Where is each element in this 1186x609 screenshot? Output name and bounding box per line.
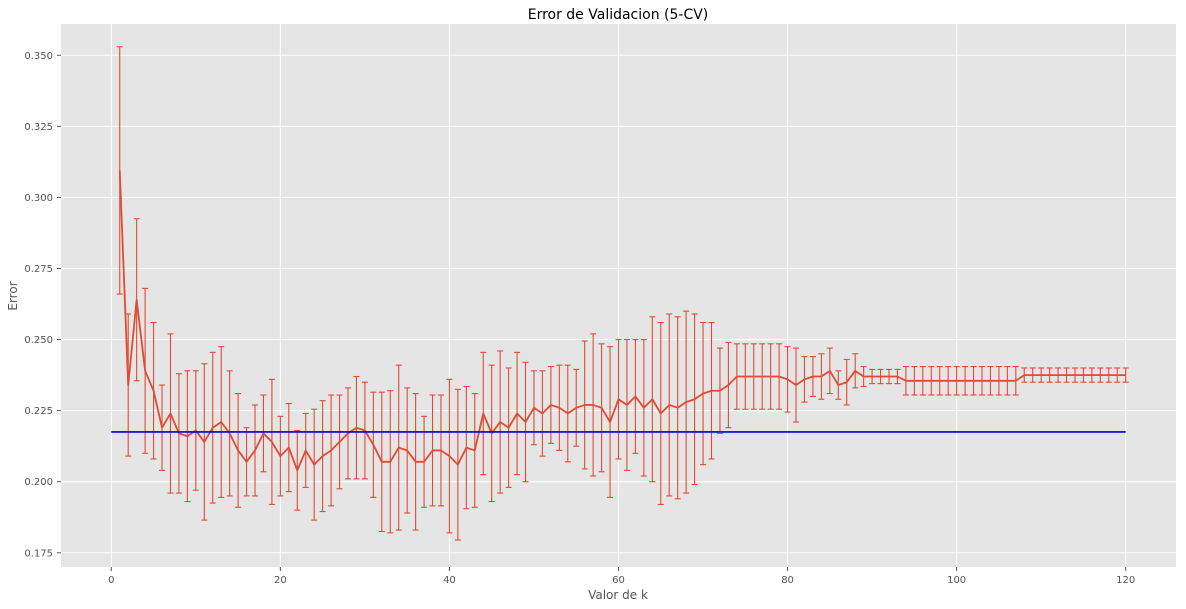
axis-ticks: 0 20 40 60 80 100 120 0.175 0.200 0.225 0.250 0.275… <box>24 51 1135 586</box>
y-tick-label: 0.200 <box>24 477 53 488</box>
y-tick-label: 0.175 <box>24 548 53 559</box>
x-tick-label: 20 <box>274 575 287 586</box>
y-tick-label: 0.300 <box>24 193 53 204</box>
x-tick-label: 60 <box>612 575 625 586</box>
x-tick-label: 40 <box>443 575 456 586</box>
y-axis-label: Error <box>6 281 20 310</box>
x-tick-label: 100 <box>947 575 966 586</box>
error-bar <box>1122 367 1129 383</box>
x-axis-label: Valor de k <box>588 588 648 602</box>
x-tick-label: 80 <box>781 575 794 586</box>
y-tick-label: 0.225 <box>24 406 53 417</box>
x-tick-label: 120 <box>1116 575 1135 586</box>
y-tick-label: 0.275 <box>24 264 53 275</box>
y-tick-label: 0.250 <box>24 335 53 346</box>
error-series-line <box>118 170 1126 472</box>
y-tick-label: 0.350 <box>24 51 53 62</box>
x-tick-label: 0 <box>108 575 114 586</box>
chart-title: Error de Validacion (5-CV) <box>528 7 709 23</box>
series-layer <box>111 46 1129 541</box>
y-tick-label: 0.325 <box>24 122 53 133</box>
